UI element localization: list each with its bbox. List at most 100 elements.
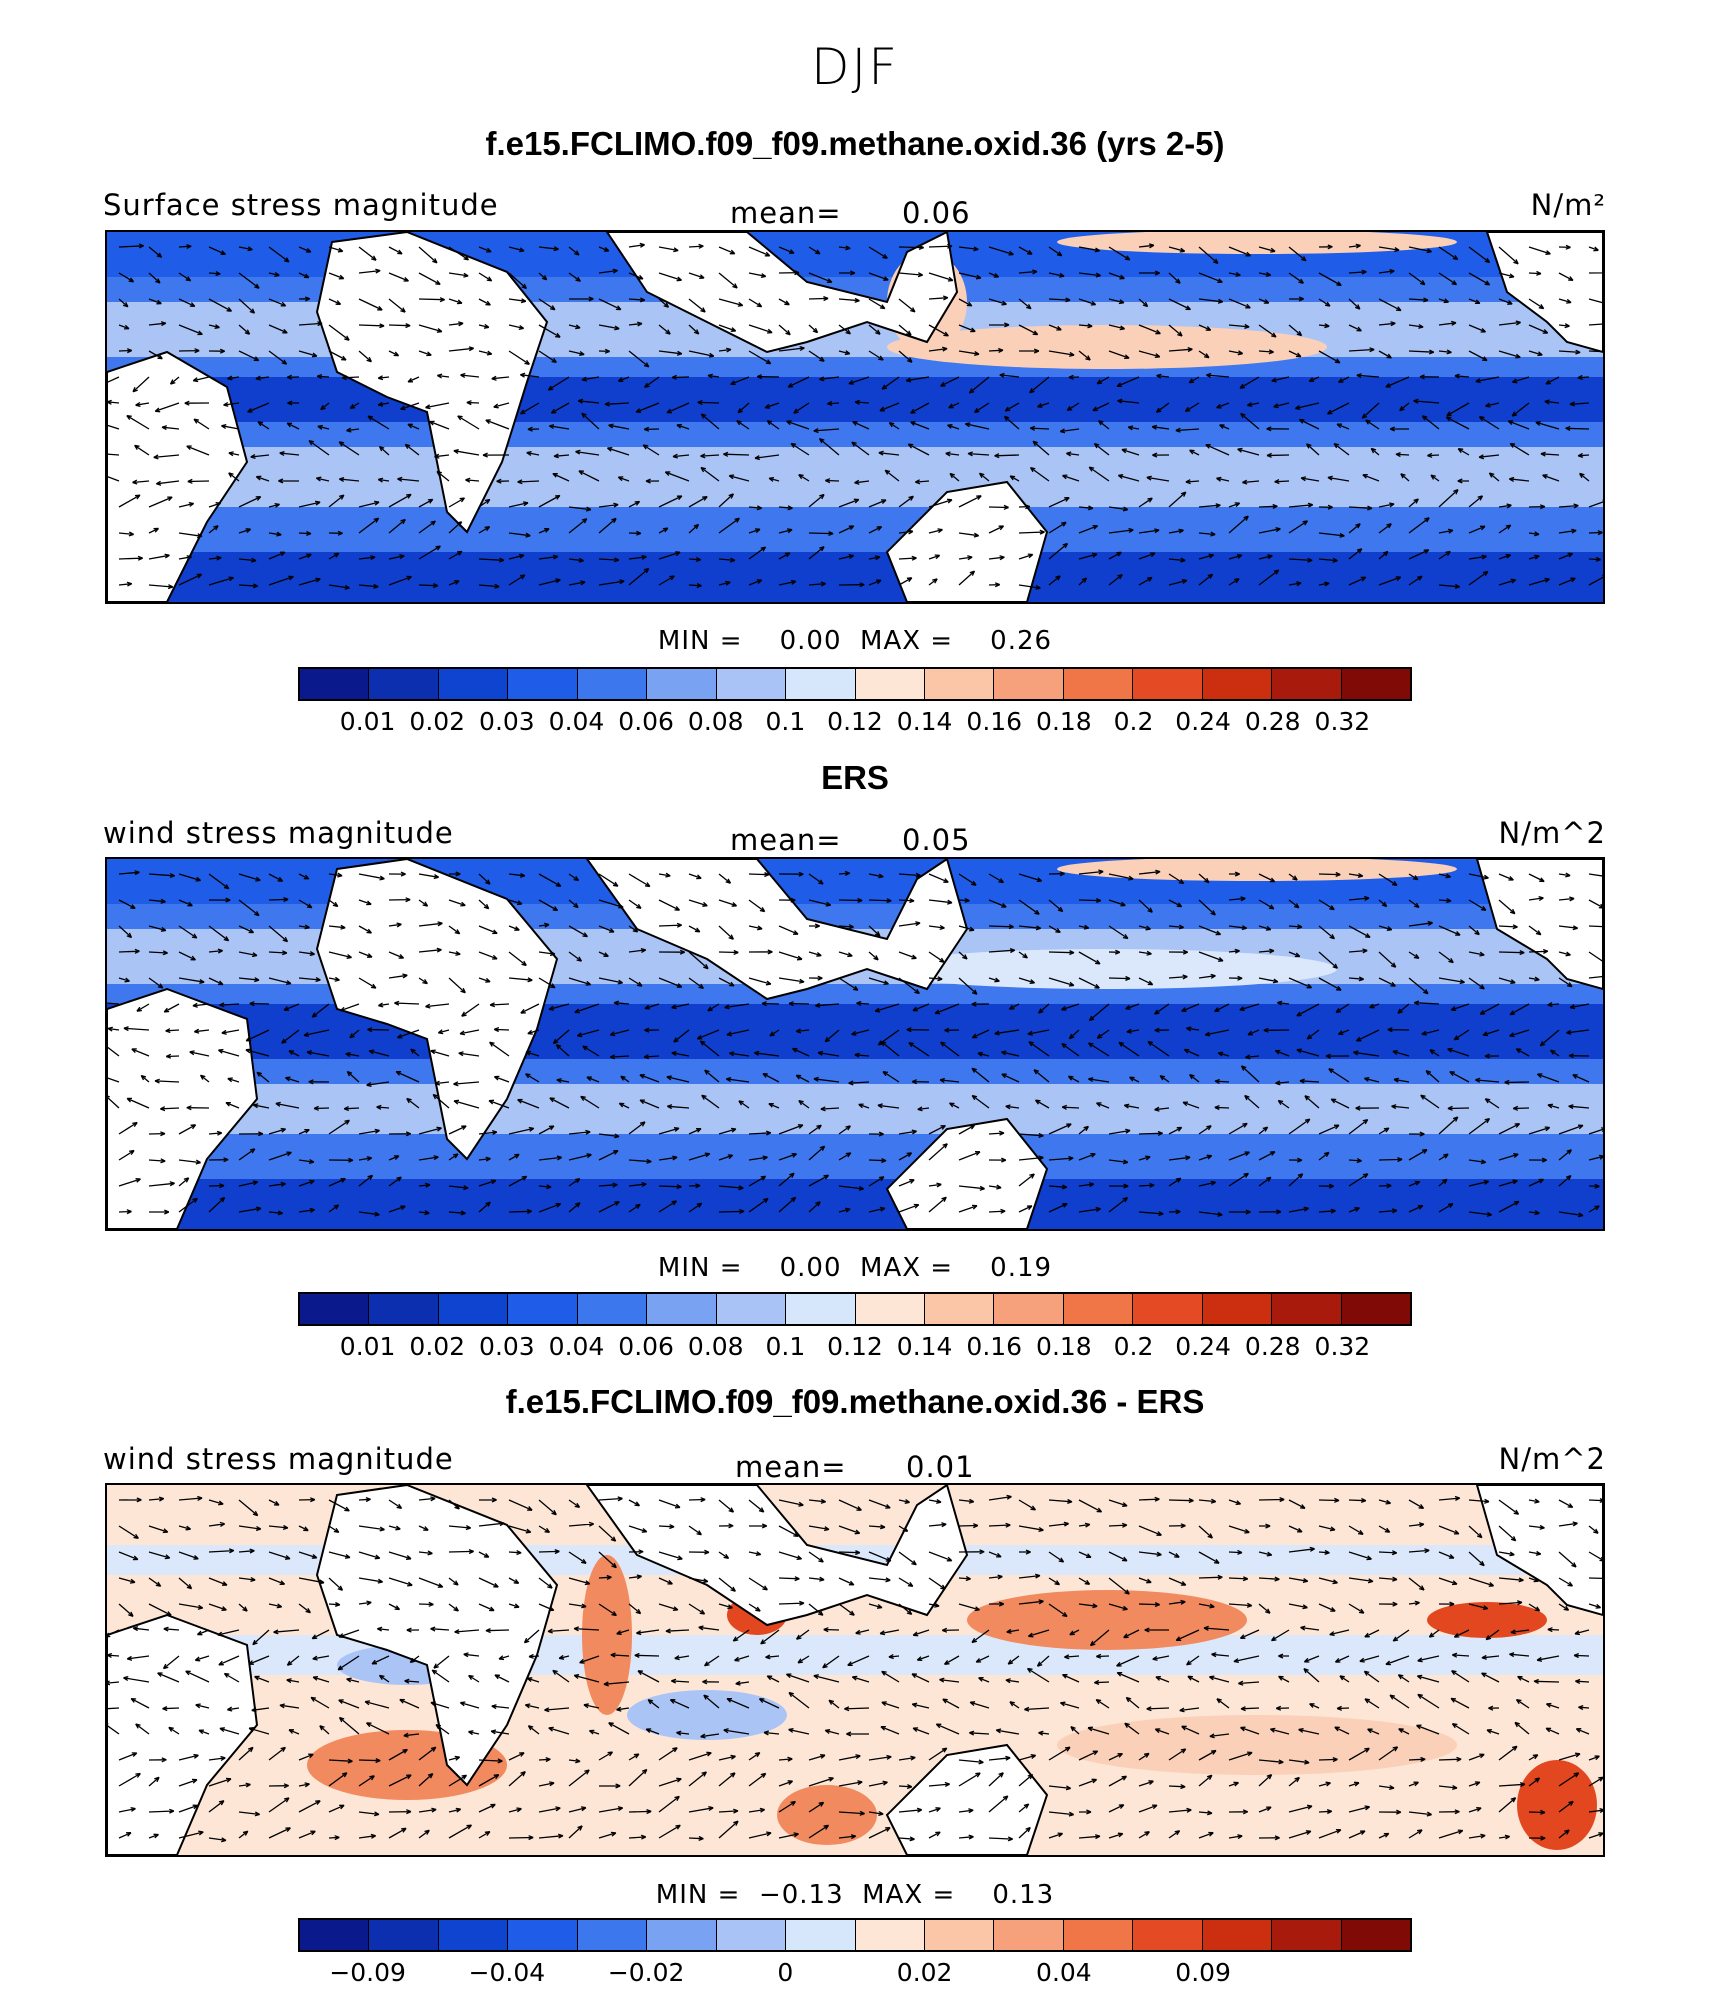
wind-vector-arrow: [358, 1577, 384, 1584]
wind-vector-arrow: [628, 1549, 644, 1555]
wind-vector-arrow: [463, 1652, 480, 1658]
wind-vector-arrow: [568, 580, 586, 586]
wind-vector-arrow: [999, 372, 1020, 378]
wind-vector-arrow: [338, 1629, 360, 1638]
wind-vector-arrow: [1468, 899, 1487, 911]
wind-vector-arrow: [948, 1102, 960, 1109]
wind-vector-arrow: [1108, 1804, 1125, 1813]
wind-vector-arrow: [409, 1655, 420, 1664]
wind-vector-arrow: [1547, 1103, 1560, 1109]
wind-vector-arrow: [1416, 1724, 1440, 1735]
wind-vector-arrow: [548, 1726, 570, 1735]
wind-vector-arrow: [508, 951, 527, 967]
wind-vector-arrow: [838, 1577, 855, 1586]
wind-vector-arrow: [1018, 529, 1045, 535]
wind-vector-arrow: [1488, 472, 1500, 482]
wind-vector-arrow: [388, 350, 400, 357]
colorbar-box: [994, 1294, 1064, 1324]
wind-vector-arrow: [1408, 297, 1429, 303]
wind-vector-arrow: [311, 1003, 330, 1018]
wind-vector-arrow: [568, 350, 585, 356]
wind-vector-arrow: [118, 1121, 138, 1135]
wind-vector-arrow: [1408, 517, 1430, 534]
wind-vector-arrow: [568, 246, 580, 256]
wind-vector-arrow: [1558, 1603, 1570, 1611]
wind-vector-arrow: [1588, 1776, 1603, 1787]
wind-vector-arrow: [808, 324, 819, 334]
wind-vector-arrow: [914, 479, 930, 485]
wind-vector-arrow: [1108, 899, 1126, 907]
wind-vector-arrow: [1348, 1158, 1362, 1164]
wind-vector-arrow: [1019, 1549, 1031, 1555]
wind-vector-arrow: [790, 442, 810, 456]
wind-vector-arrow: [808, 1576, 825, 1582]
wind-vector-arrow: [1498, 1525, 1517, 1542]
wind-vector-arrow: [989, 1601, 1005, 1607]
wind-vector-arrow: [928, 554, 941, 560]
wind-vector-arrow: [1558, 323, 1570, 329]
wind-vector-arrow: [1588, 530, 1603, 536]
wind-vector-arrow: [1108, 1577, 1130, 1595]
wind-vector-arrow: [208, 1521, 226, 1527]
wind-vector-arrow: [1468, 272, 1491, 286]
wind-vector-arrow: [1510, 1629, 1530, 1635]
wind-vector-arrow: [328, 1157, 354, 1163]
wind-vector-arrow: [1247, 1029, 1260, 1036]
wind-vector-arrow: [1438, 925, 1461, 936]
wind-vector-arrow: [1451, 1670, 1470, 1683]
wind-vector-arrow: [155, 480, 180, 486]
wind-vector-arrow: [728, 474, 750, 482]
wind-vector-arrow: [1348, 1207, 1360, 1213]
wind-vector-arrow: [658, 1795, 680, 1813]
wind-vector-arrow: [1078, 552, 1098, 560]
wind-vector-arrow: [268, 1151, 292, 1161]
wind-vector-arrow: [1048, 1746, 1071, 1761]
wind-vector-arrow: [616, 1629, 630, 1635]
wind-vector-arrow: [598, 873, 619, 887]
wind-vector-arrow: [298, 977, 321, 983]
wind-vector-arrow: [1348, 895, 1370, 901]
wind-vector-arrow: [1468, 873, 1489, 880]
wind-vector-arrow: [634, 1652, 660, 1658]
wind-vector-arrow: [208, 897, 231, 903]
wind-vector-arrow: [425, 402, 450, 410]
wind-vector-arrow: [140, 1074, 150, 1083]
wind-vector-arrow: [868, 1577, 891, 1583]
wind-vector-arrow: [1258, 873, 1276, 883]
wind-vector-arrow: [778, 1196, 797, 1213]
wind-vector-arrow: [208, 1130, 223, 1136]
wind-vector-arrow: [346, 427, 360, 433]
wind-vector-arrow: [107, 399, 120, 405]
wind-vector-arrow: [1299, 1078, 1320, 1084]
wind-vector-arrow: [576, 1029, 600, 1038]
wind-vector-arrow: [1138, 1804, 1158, 1813]
wind-vector-arrow: [1547, 1627, 1560, 1633]
wind-vector-arrow: [298, 577, 321, 586]
wind-vector-arrow: [1228, 1602, 1253, 1608]
wind-vector-arrow: [1336, 423, 1350, 430]
wind-vector-arrow: [1558, 1551, 1577, 1568]
wind-vector-arrow: [478, 1179, 497, 1187]
wind-vector-arrow: [838, 1834, 857, 1840]
wind-vector-arrow: [286, 1655, 300, 1666]
wind-vector-arrow: [298, 321, 323, 327]
wind-vector-arrow: [1258, 1551, 1273, 1557]
wind-vector-arrow: [825, 478, 840, 484]
wind-vector-arrow: [1438, 1601, 1455, 1607]
wind-vector-arrow: [1588, 556, 1601, 562]
wind-vector-arrow: [245, 1029, 270, 1042]
colorbar-tick-label: 0.16: [966, 707, 1023, 736]
wind-vector-arrow: [1528, 948, 1549, 954]
wind-vector-arrow: [666, 1075, 690, 1083]
wind-vector-arrow: [1364, 1629, 1380, 1638]
wind-vector-arrow: [1468, 925, 1480, 936]
wind-vector-arrow: [688, 243, 704, 249]
wind-vector-arrow: [868, 925, 881, 937]
wind-vector-arrow: [367, 1027, 390, 1033]
colorbar-tick-label: 0: [777, 1958, 794, 1987]
wind-vector-arrow: [148, 1757, 167, 1763]
wind-vector-arrow: [671, 1051, 690, 1057]
wind-vector-arrow: [1198, 1831, 1214, 1839]
wind-vector-arrow: [1078, 1182, 1095, 1188]
wind-vector-arrow: [148, 1181, 175, 1187]
